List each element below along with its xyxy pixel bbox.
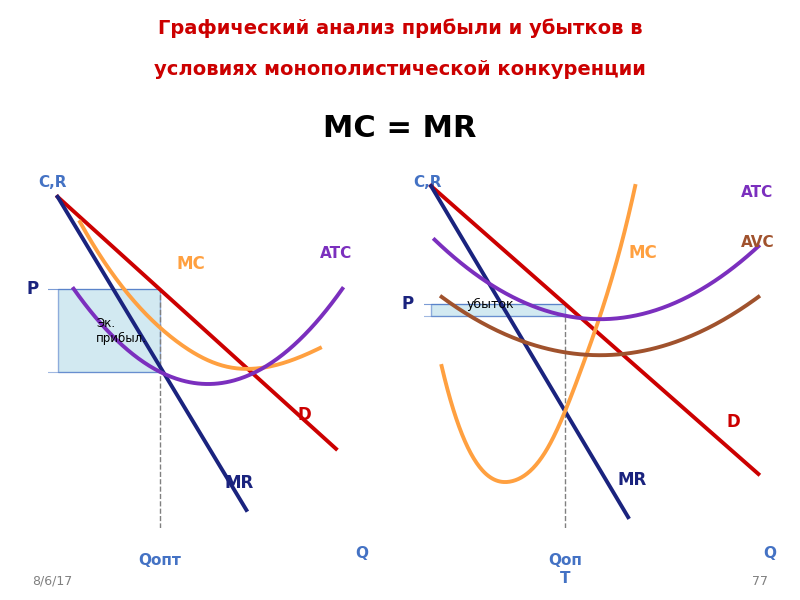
- Bar: [58, 289, 160, 372]
- Text: убыток: убыток: [466, 298, 514, 311]
- Text: AVC: AVC: [741, 235, 774, 250]
- Text: MC: MC: [176, 255, 205, 273]
- Bar: [431, 304, 565, 316]
- Text: Qопт: Qопт: [138, 553, 182, 568]
- Text: Эк.
прибыл.: Эк. прибыл.: [96, 317, 147, 345]
- Text: C,R: C,R: [38, 175, 67, 190]
- Text: ATC: ATC: [320, 246, 352, 261]
- Text: Q: Q: [763, 546, 776, 561]
- Text: Q: Q: [355, 546, 368, 561]
- Text: ATC: ATC: [741, 185, 773, 200]
- Text: 8/6/17: 8/6/17: [32, 575, 72, 588]
- Text: условиях монополистической конкуренции: условиях монополистической конкуренции: [154, 60, 646, 79]
- Text: MR: MR: [618, 471, 647, 489]
- Text: MC: MC: [628, 244, 657, 262]
- Text: MR: MR: [224, 475, 254, 493]
- Text: Qоп
Т: Qоп Т: [548, 553, 582, 586]
- Text: Графический анализ прибыли и убытков в: Графический анализ прибыли и убытков в: [158, 18, 642, 38]
- Text: P: P: [402, 295, 414, 313]
- Text: P: P: [26, 280, 38, 298]
- Text: C,R: C,R: [414, 175, 442, 190]
- Text: MC = MR: MC = MR: [323, 114, 477, 143]
- Text: D: D: [298, 406, 311, 424]
- Text: D: D: [726, 413, 741, 431]
- Text: 77: 77: [752, 575, 768, 588]
